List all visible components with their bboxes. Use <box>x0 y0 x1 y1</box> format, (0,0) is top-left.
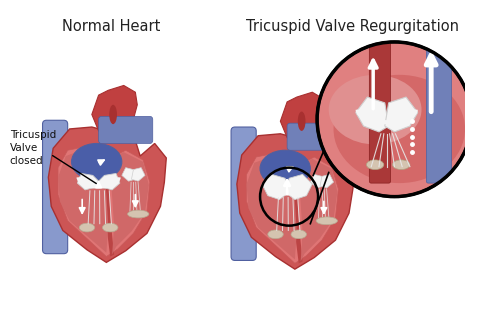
Ellipse shape <box>260 150 310 187</box>
Polygon shape <box>289 157 302 263</box>
FancyBboxPatch shape <box>287 123 341 150</box>
Polygon shape <box>58 146 150 257</box>
Polygon shape <box>101 150 114 257</box>
Polygon shape <box>96 173 120 190</box>
Ellipse shape <box>79 223 95 232</box>
Polygon shape <box>110 152 149 255</box>
Ellipse shape <box>392 160 409 170</box>
Text: Tricuspid
Valve
closed: Tricuspid Valve closed <box>10 130 56 166</box>
FancyBboxPatch shape <box>425 40 451 183</box>
Polygon shape <box>236 134 354 269</box>
Polygon shape <box>298 159 336 262</box>
Ellipse shape <box>366 160 383 170</box>
FancyBboxPatch shape <box>42 120 68 254</box>
Polygon shape <box>131 168 144 181</box>
Polygon shape <box>280 92 325 142</box>
Polygon shape <box>287 174 312 199</box>
Polygon shape <box>92 85 137 135</box>
Ellipse shape <box>267 230 283 239</box>
Polygon shape <box>384 97 417 132</box>
Ellipse shape <box>72 143 121 180</box>
Ellipse shape <box>109 105 117 124</box>
Polygon shape <box>310 174 323 188</box>
Polygon shape <box>246 155 296 259</box>
Polygon shape <box>355 97 388 132</box>
FancyBboxPatch shape <box>230 127 256 260</box>
Ellipse shape <box>315 217 336 225</box>
Polygon shape <box>262 174 287 199</box>
Polygon shape <box>77 173 100 190</box>
FancyBboxPatch shape <box>369 40 390 183</box>
Text: Tricuspid Valve Regurgitation: Tricuspid Valve Regurgitation <box>246 19 458 34</box>
Ellipse shape <box>333 75 464 183</box>
Ellipse shape <box>328 75 420 144</box>
Ellipse shape <box>290 230 306 239</box>
Text: Normal Heart: Normal Heart <box>62 19 160 34</box>
Polygon shape <box>319 174 333 188</box>
Ellipse shape <box>102 223 118 232</box>
Polygon shape <box>246 153 337 263</box>
Polygon shape <box>48 127 166 263</box>
Polygon shape <box>121 168 135 181</box>
Ellipse shape <box>297 111 305 131</box>
FancyBboxPatch shape <box>98 116 153 143</box>
Polygon shape <box>58 148 108 253</box>
Ellipse shape <box>127 210 149 218</box>
Circle shape <box>316 42 471 197</box>
